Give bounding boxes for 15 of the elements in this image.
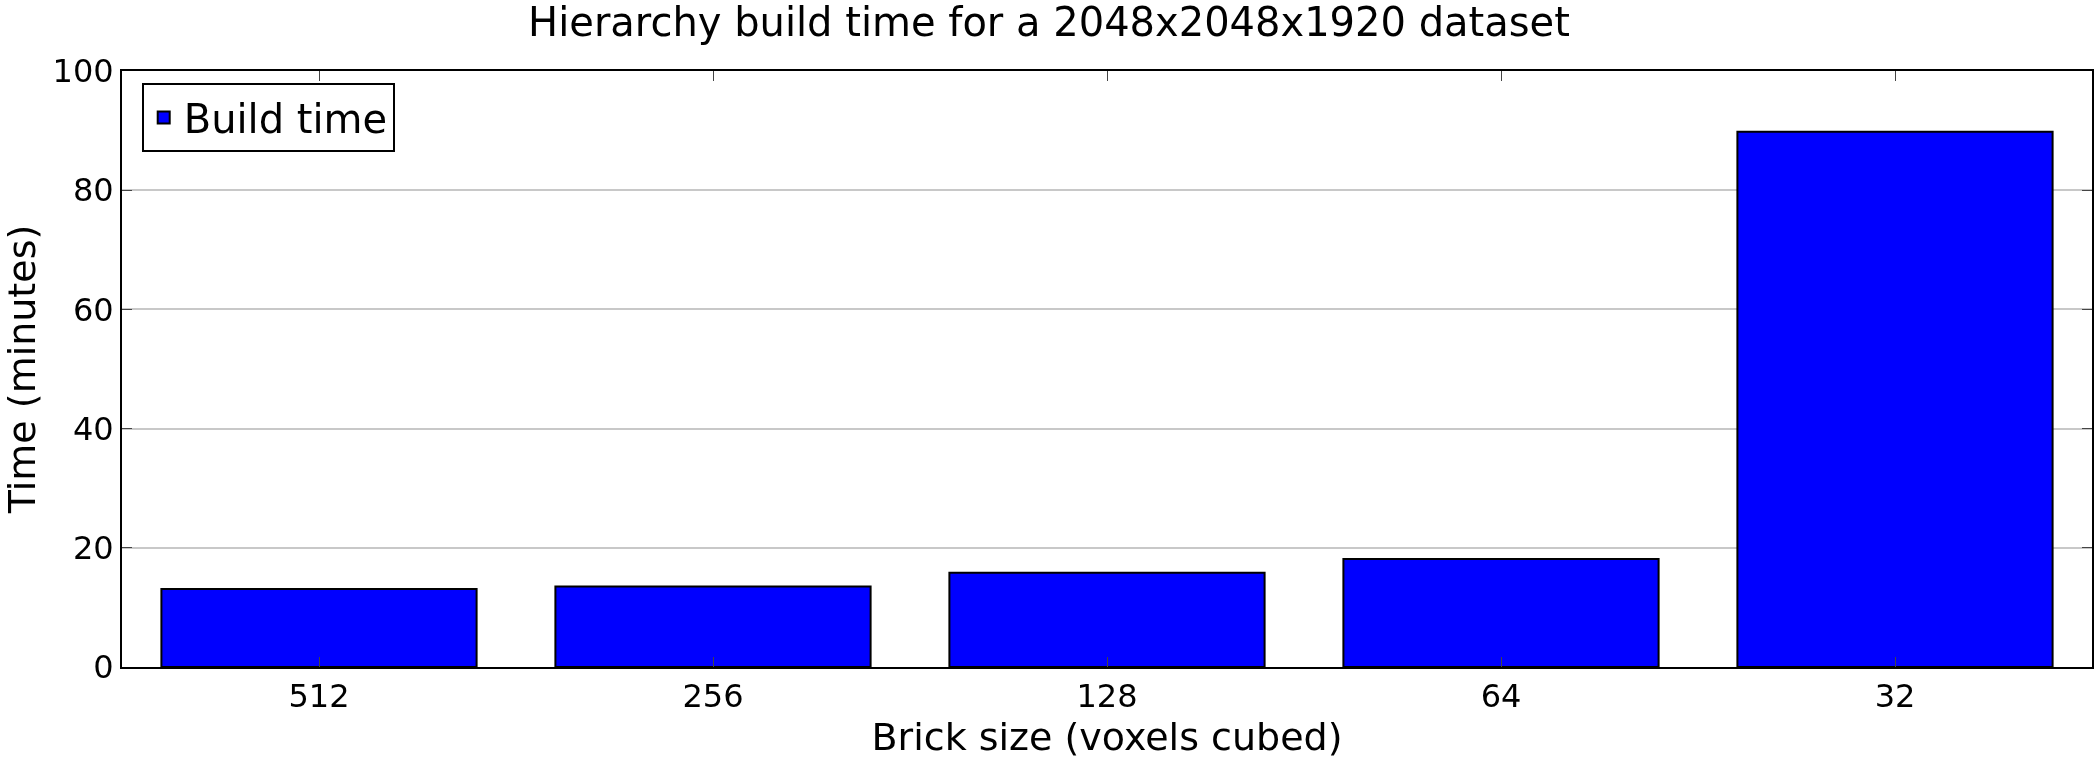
y-tick-label: 20 [72,529,114,567]
y-tick-label: 40 [72,409,114,448]
x-tick-label: 64 [1480,677,1522,716]
x-tick-label: 32 [1874,677,1916,716]
y-tick-label: 80 [72,171,114,210]
y-axis-title: Time (minutes) [0,224,44,515]
x-tick-label: 512 [288,677,350,716]
y-tick-label: 0 [93,648,114,687]
legend-label: Build time [183,96,388,143]
x-tick-label: 256 [682,677,744,716]
x-tick-label: 128 [1076,677,1138,716]
y-tick-label: 100 [52,52,114,91]
y-tick-label: 60 [72,290,114,329]
chart-title: Hierarchy build time for a 2048x2048x1920 dataset [528,0,1570,45]
x-axis-title: Brick size (voxels cubed) [871,715,1343,760]
